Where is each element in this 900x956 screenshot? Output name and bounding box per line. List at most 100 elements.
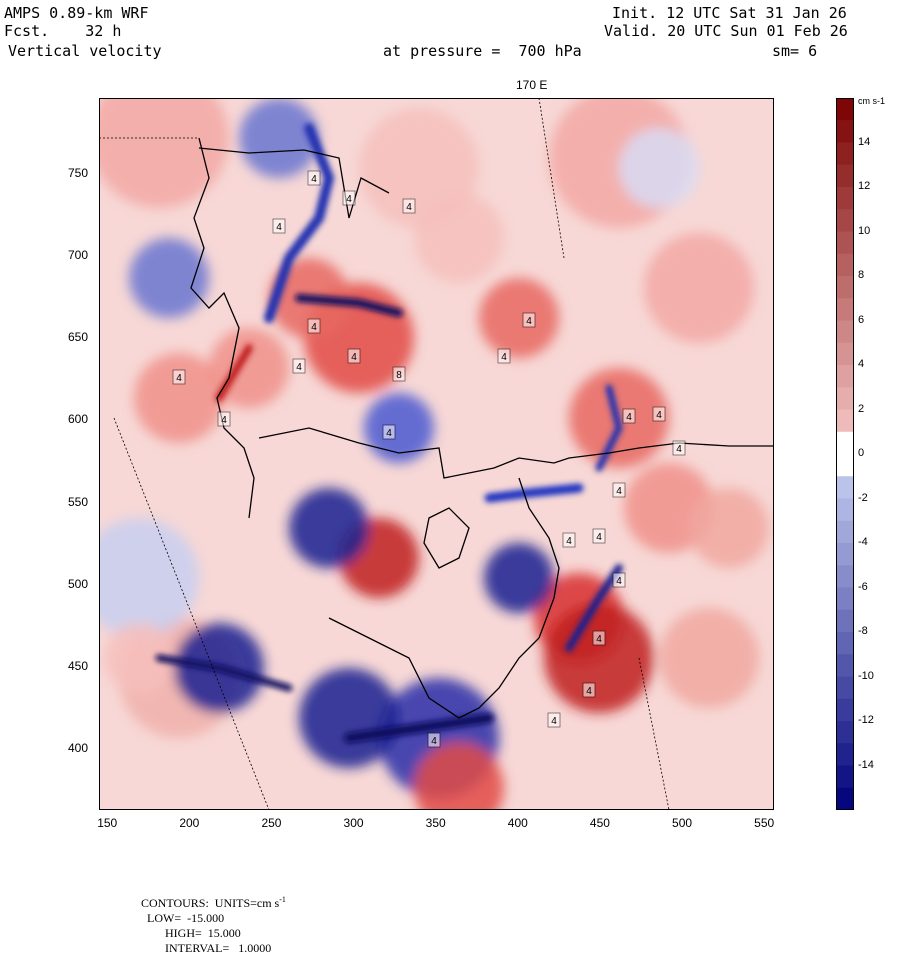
- colorbar-tick-label: 12: [858, 180, 871, 192]
- contour-label: 4: [622, 408, 636, 424]
- contour-label: 4: [547, 712, 561, 728]
- shading-blob: [99, 98, 229, 208]
- field-streaks: [155, 123, 623, 743]
- contour-label-text: 4: [311, 322, 317, 333]
- coastline-east: [518, 477, 560, 639]
- shading-streak: [295, 294, 403, 317]
- colorbar-band: [836, 120, 854, 143]
- contour-label-text: 4: [351, 352, 357, 363]
- colorbar-band: [836, 209, 854, 232]
- colorbar-band: [836, 98, 854, 121]
- x-tick-label: 350: [425, 816, 446, 830]
- colorbar-band: [836, 164, 854, 188]
- contour-label: 4: [307, 318, 321, 334]
- contour-label: 4: [172, 369, 186, 385]
- colorbar: [836, 98, 854, 810]
- contour-label: 4: [612, 482, 626, 498]
- x-tick-label: 500: [672, 816, 693, 830]
- shading-blob: [299, 668, 399, 768]
- coastlines: [190, 137, 774, 719]
- shading-blob: [644, 233, 754, 343]
- colorbar-tick-label: -4: [858, 536, 868, 548]
- colorbar-tick-label: -6: [858, 580, 868, 593]
- colorbar-band: [836, 498, 854, 522]
- colorbar-tick-label: 2: [858, 402, 865, 415]
- colorbar-band: [836, 698, 854, 722]
- shading-blob: [479, 278, 559, 358]
- contour-label-text: 4: [616, 486, 622, 497]
- contour-label-text: 4: [296, 362, 302, 373]
- y-tick-label: 600: [68, 412, 89, 427]
- contour-label: 4: [272, 218, 286, 234]
- colorbar-band: [836, 609, 854, 633]
- shading-blob: [129, 238, 209, 318]
- colorbar-band: [836, 476, 854, 499]
- coastline-islands: [423, 507, 470, 569]
- contour-label-text: 4: [676, 444, 682, 455]
- contour-label-text: 8: [396, 370, 402, 381]
- x-tick-label: 250: [261, 816, 282, 830]
- x-tick-label: 400: [507, 816, 528, 830]
- contours-footer: CONTOURS: UNITS=cm s-1 LOW= -15.000 HIGH…: [135, 880, 286, 956]
- colorbar-tick-label: -14: [858, 758, 874, 771]
- contour-label-text: 4: [596, 634, 602, 645]
- meridians: [99, 98, 670, 810]
- forecast-hour: Fcst. 32 h: [4, 22, 122, 40]
- contour-labels: 4 4 4 4 4 4 4 8 4 4 4 4 4 4 4 4 4 4 4 4 4 4 4 4: [172, 170, 686, 748]
- contour-label-text: 4: [431, 736, 437, 747]
- colorbar-tick-label: -12: [858, 714, 874, 726]
- shading-streak: [215, 344, 253, 402]
- colorbar-band: [836, 565, 854, 588]
- colorbar-band: [836, 587, 854, 611]
- colorbar-tick-label: 14: [858, 135, 871, 148]
- contour-label: 4: [307, 170, 321, 186]
- coastline-west: [190, 137, 255, 519]
- y-tick-label: 450: [68, 658, 89, 673]
- colorbar-band: [836, 276, 854, 299]
- y-tick-label: 750: [68, 165, 89, 180]
- contour-label-text: 4: [346, 194, 352, 205]
- colorbar-band: [836, 787, 854, 810]
- contour-label: 4: [402, 198, 416, 214]
- contours-low: LOW= -15.000: [147, 911, 225, 925]
- contour-label-text: 4: [221, 415, 227, 426]
- contour-label-text: 4: [551, 716, 557, 727]
- colorbar-tick-label: 4: [858, 358, 865, 370]
- contour-label: 4: [522, 312, 536, 328]
- coastline-north: [198, 147, 390, 219]
- contour-label: 4: [382, 424, 396, 440]
- shading-streak: [484, 483, 584, 503]
- shading-blob: [619, 128, 699, 208]
- contours-interval: INTERVAL= 1.0000: [165, 941, 272, 955]
- shading-blob: [104, 623, 174, 693]
- colorbar-band: [836, 187, 854, 210]
- contour-label-text: 4: [626, 412, 632, 423]
- shading-streak: [155, 654, 293, 692]
- coastline-south: [328, 617, 540, 719]
- colorbar-band: [836, 721, 854, 744]
- colorbar-band: [836, 298, 854, 321]
- contour-label: 4: [592, 528, 606, 544]
- contour-label-text: 4: [656, 410, 662, 421]
- colorbar-band: [836, 320, 854, 344]
- contour-label-text: 4: [566, 536, 572, 547]
- colorbar-tick-label: 10: [858, 224, 871, 237]
- contour-label: 4: [592, 630, 606, 646]
- colorbar-tick-label: 0: [858, 447, 865, 459]
- shading-streak: [595, 384, 623, 472]
- contour-label: 4: [672, 440, 686, 456]
- colorbar-band: [836, 632, 854, 655]
- y-tick-label: 650: [68, 330, 89, 345]
- colorbar-band: [836, 654, 854, 677]
- contours-high: HIGH= 15.000: [165, 926, 241, 940]
- contour-label-text: 4: [596, 532, 602, 543]
- colorbar-band: [836, 387, 854, 410]
- contour-label-text: 4: [386, 428, 392, 439]
- colorbar-band: [836, 365, 854, 388]
- shading-blob: [134, 353, 224, 443]
- colorbar-tick-label: -10: [858, 669, 874, 682]
- contour-label-text: 4: [586, 686, 592, 697]
- valid-time: Valid. 20 UTC Sun 01 Feb 26: [604, 22, 848, 40]
- x-tick-label: 200: [179, 816, 200, 830]
- contour-label: 4: [217, 411, 231, 427]
